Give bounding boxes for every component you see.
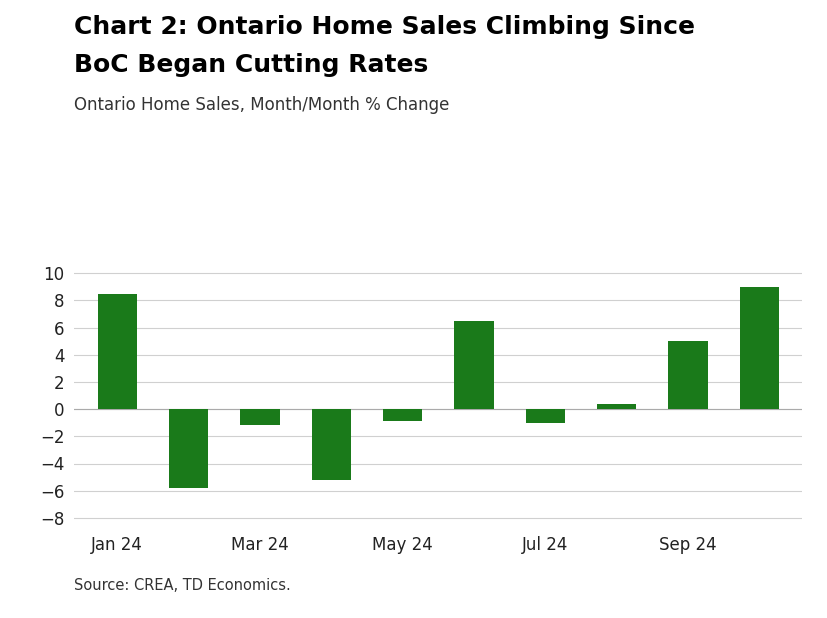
Text: BoC Began Cutting Rates: BoC Began Cutting Rates xyxy=(74,53,428,77)
Bar xyxy=(454,321,494,409)
Bar xyxy=(98,294,136,409)
Bar xyxy=(312,409,351,480)
Bar xyxy=(668,341,708,409)
Bar xyxy=(597,404,636,409)
Text: Ontario Home Sales, Month/Month % Change: Ontario Home Sales, Month/Month % Change xyxy=(74,96,450,114)
Bar xyxy=(383,409,423,421)
Bar xyxy=(740,287,779,409)
Text: Source: CREA, TD Economics.: Source: CREA, TD Economics. xyxy=(74,578,291,593)
Bar xyxy=(241,409,280,425)
Bar xyxy=(526,409,565,423)
Bar xyxy=(169,409,208,488)
Text: Chart 2: Ontario Home Sales Climbing Since: Chart 2: Ontario Home Sales Climbing Sin… xyxy=(74,15,696,40)
